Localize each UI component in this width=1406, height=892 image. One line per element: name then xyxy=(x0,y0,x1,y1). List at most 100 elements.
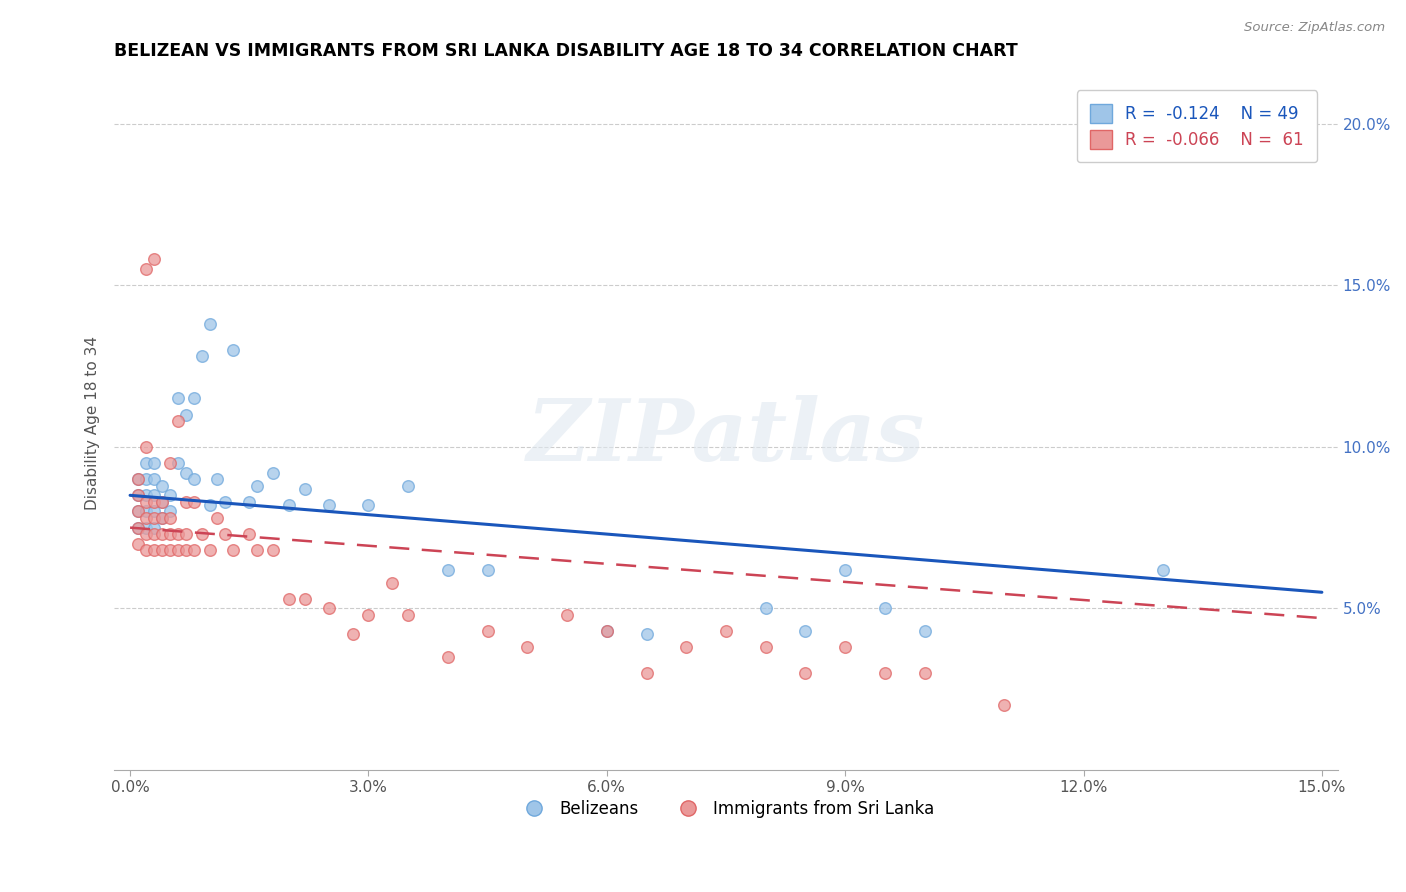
Point xyxy=(207,472,229,486)
Point xyxy=(636,666,658,681)
Point xyxy=(135,521,157,535)
Point xyxy=(166,456,188,470)
Point xyxy=(127,472,149,486)
Point xyxy=(190,349,212,363)
Point xyxy=(914,666,936,681)
Point xyxy=(755,640,778,655)
Point xyxy=(396,478,419,492)
Point xyxy=(198,543,221,558)
Text: Source: ZipAtlas.com: Source: ZipAtlas.com xyxy=(1244,21,1385,35)
Point xyxy=(596,624,619,638)
Point xyxy=(834,563,856,577)
Point xyxy=(381,575,404,590)
Point xyxy=(238,495,260,509)
Point xyxy=(294,591,316,606)
Point xyxy=(238,527,260,541)
Point xyxy=(174,543,197,558)
Point xyxy=(150,527,173,541)
Point xyxy=(262,466,284,480)
Point xyxy=(516,640,538,655)
Point xyxy=(873,601,896,615)
Point xyxy=(873,666,896,681)
Point xyxy=(135,504,157,518)
Point xyxy=(127,504,149,518)
Point xyxy=(214,495,236,509)
Point xyxy=(142,543,165,558)
Point xyxy=(159,511,181,525)
Point xyxy=(318,601,340,615)
Point xyxy=(278,498,301,512)
Point xyxy=(135,456,157,470)
Point xyxy=(150,511,173,525)
Point xyxy=(714,624,737,638)
Point xyxy=(437,649,460,664)
Point xyxy=(127,472,149,486)
Point xyxy=(190,527,212,541)
Point xyxy=(222,543,245,558)
Point xyxy=(135,495,157,509)
Point xyxy=(357,498,380,512)
Point xyxy=(142,252,165,267)
Point xyxy=(142,472,165,486)
Point xyxy=(755,601,778,615)
Point xyxy=(437,563,460,577)
Text: ZIPatlas: ZIPatlas xyxy=(527,395,925,478)
Point xyxy=(150,495,173,509)
Point xyxy=(794,666,817,681)
Point xyxy=(127,488,149,502)
Point xyxy=(159,543,181,558)
Point xyxy=(150,543,173,558)
Point xyxy=(278,591,301,606)
Point xyxy=(159,488,181,502)
Point xyxy=(159,504,181,518)
Point xyxy=(294,482,316,496)
Point xyxy=(150,511,173,525)
Point xyxy=(135,440,157,454)
Point xyxy=(127,504,149,518)
Point xyxy=(262,543,284,558)
Point xyxy=(135,527,157,541)
Point xyxy=(159,527,181,541)
Point xyxy=(246,543,269,558)
Point xyxy=(166,527,188,541)
Point xyxy=(150,495,173,509)
Point xyxy=(174,527,197,541)
Point xyxy=(396,607,419,622)
Point xyxy=(127,521,149,535)
Point xyxy=(222,343,245,357)
Point xyxy=(166,543,188,558)
Point xyxy=(596,624,619,638)
Point xyxy=(207,511,229,525)
Point xyxy=(357,607,380,622)
Point xyxy=(166,392,188,406)
Point xyxy=(166,414,188,428)
Point xyxy=(993,698,1015,713)
Point xyxy=(174,466,197,480)
Point xyxy=(246,478,269,492)
Point xyxy=(183,495,205,509)
Point xyxy=(142,456,165,470)
Point xyxy=(914,624,936,638)
Point xyxy=(183,392,205,406)
Y-axis label: Disability Age 18 to 34: Disability Age 18 to 34 xyxy=(86,335,100,509)
Point xyxy=(675,640,697,655)
Point xyxy=(183,543,205,558)
Point xyxy=(174,495,197,509)
Point xyxy=(318,498,340,512)
Point xyxy=(127,537,149,551)
Legend: Belizeans, Immigrants from Sri Lanka: Belizeans, Immigrants from Sri Lanka xyxy=(510,793,941,824)
Point xyxy=(135,511,157,525)
Point xyxy=(135,262,157,277)
Point xyxy=(127,488,149,502)
Point xyxy=(150,478,173,492)
Point xyxy=(142,527,165,541)
Point xyxy=(477,563,499,577)
Point xyxy=(135,472,157,486)
Point xyxy=(636,627,658,641)
Point xyxy=(477,624,499,638)
Point xyxy=(794,624,817,638)
Point xyxy=(198,317,221,331)
Point xyxy=(135,543,157,558)
Point xyxy=(198,498,221,512)
Point xyxy=(183,472,205,486)
